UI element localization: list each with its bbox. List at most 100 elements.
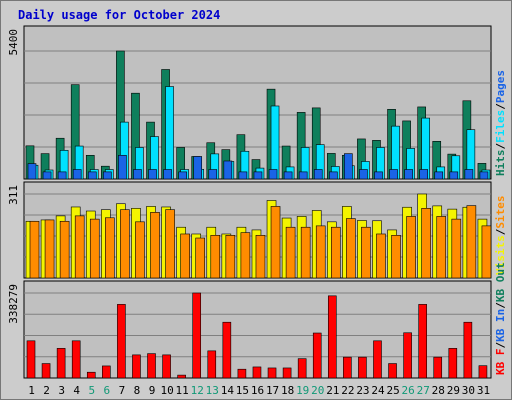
bar-sites-day-7 — [120, 209, 130, 279]
bar-kb-f-day-11 — [177, 374, 186, 379]
bar-sites-day-12 — [195, 237, 206, 279]
x-tick-label-day-23: 23 — [356, 384, 369, 397]
legend-entry: / — [494, 143, 507, 150]
legend-entry: Sites — [494, 196, 507, 229]
x-tick-label-day-24: 24 — [371, 384, 385, 397]
bar-kb-f-day-5 — [86, 371, 96, 379]
bar-pages-day-6 — [103, 171, 112, 180]
panel-kbf — [23, 280, 492, 379]
x-tick-label-day-28: 28 — [432, 384, 445, 397]
bar-kb-f-day-26 — [403, 332, 412, 379]
bar-kb-f-day-19 — [297, 358, 307, 379]
bar-kb-f-day-3 — [56, 348, 66, 379]
bar-sites-day-15 — [240, 232, 251, 279]
bar-kb-f-day-22 — [343, 356, 352, 379]
bar-pages-day-3 — [57, 171, 67, 180]
x-tick-label-day-31: 31 — [477, 384, 490, 397]
bar-sites-day-8 — [135, 221, 145, 279]
bar-pages-day-23 — [359, 169, 368, 180]
bar-kb-f-day-13 — [207, 350, 217, 379]
legend-entry: Files — [494, 110, 507, 143]
bar-kb-f-day-6 — [102, 365, 111, 379]
legend-entry: / — [494, 342, 507, 349]
x-tick-label-day-17: 17 — [266, 384, 279, 397]
bar-sites-day-17 — [270, 206, 281, 279]
x-tick-label-day-18: 18 — [281, 384, 294, 397]
x-tick-label-day-11: 11 — [176, 384, 189, 397]
bar-sites-day-10 — [165, 209, 175, 279]
bar-sites-day-28 — [436, 216, 447, 279]
bar-pages-day-8 — [133, 169, 142, 180]
legend-entry: KB F — [494, 349, 507, 376]
bar-kb-f-day-17 — [267, 367, 277, 379]
bar-kb-f-day-28 — [433, 356, 443, 379]
bar-kb-f-day-14 — [222, 321, 232, 379]
bar-kb-f-day-31 — [478, 365, 488, 379]
bar-sites-day-1 — [29, 220, 40, 279]
bar-pages-day-26 — [404, 169, 413, 180]
panel-visits-sites-ymax-label: 311 — [7, 185, 20, 205]
x-tick-label-day-5: 5 — [88, 384, 95, 397]
bar-pages-day-11 — [178, 171, 187, 180]
bar-pages-day-28 — [434, 171, 444, 180]
panel-visits-sites-legend: Visits/Sites — [494, 196, 507, 276]
bar-sites-day-25 — [391, 235, 401, 279]
bar-kb-f-day-23 — [358, 356, 367, 379]
x-tick-label-day-7: 7 — [119, 384, 126, 397]
x-tick-label-day-13: 13 — [206, 384, 219, 397]
x-tick-label-day-2: 2 — [43, 384, 50, 397]
bar-pages-day-17 — [268, 169, 278, 180]
bar-pages-day-15 — [238, 171, 248, 180]
bar-kb-f-day-24 — [373, 340, 382, 379]
bar-sites-day-11 — [180, 233, 190, 279]
panel-hits-files-pages-legend: Hits/Files/Pages — [494, 70, 507, 176]
legend-entry: KB Out — [494, 262, 507, 302]
bar-pages-day-9 — [148, 169, 157, 180]
x-tick-label-day-8: 8 — [134, 384, 141, 397]
bar-pages-day-27 — [419, 169, 428, 180]
x-tick-label-day-14: 14 — [221, 384, 235, 397]
x-tick-label-day-29: 29 — [447, 384, 460, 397]
bar-sites-day-14 — [225, 235, 236, 279]
bar-sites-day-31 — [481, 225, 492, 279]
bar-sites-day-18 — [285, 226, 296, 279]
bar-pages-day-12 — [193, 156, 203, 180]
x-tick-label-day-27: 27 — [417, 384, 430, 397]
bar-sites-day-30 — [466, 205, 477, 279]
bar-pages-day-10 — [163, 169, 172, 180]
legend-entry: KB In — [494, 309, 507, 342]
bar-sites-day-9 — [150, 212, 160, 279]
x-tick-label-day-1: 1 — [28, 384, 35, 397]
legend-entry: / — [494, 302, 507, 309]
bar-pages-day-5 — [87, 171, 97, 180]
x-tick-label-day-21: 21 — [326, 384, 339, 397]
bar-pages-day-24 — [374, 171, 383, 180]
bar-kb-f-day-16 — [252, 366, 262, 379]
legend-entry: Visits — [494, 235, 507, 275]
x-tick-label-day-26: 26 — [402, 384, 415, 397]
bar-sites-day-4 — [74, 215, 85, 279]
bar-sites-day-3 — [59, 220, 70, 279]
x-tick-label-day-15: 15 — [236, 384, 249, 397]
bar-kb-f-day-9 — [147, 353, 156, 379]
legend-entry: / — [494, 103, 507, 110]
x-tick-label-day-22: 22 — [341, 384, 354, 397]
bar-kb-f-day-10 — [162, 354, 171, 379]
bar-pages-day-21 — [328, 171, 338, 180]
panel-kbf-legend: KB F/KB In/KB Out — [494, 262, 507, 375]
bar-sites-day-5 — [89, 218, 100, 279]
x-tick-label-day-6: 6 — [104, 384, 111, 397]
x-tick-label-day-9: 9 — [149, 384, 156, 397]
bar-pages-day-25 — [389, 169, 398, 180]
bar-sites-day-22 — [346, 218, 356, 279]
bar-kb-f-day-27 — [418, 304, 427, 379]
x-tick-label-day-19: 19 — [296, 384, 309, 397]
bar-pages-day-7 — [118, 154, 127, 180]
x-tick-label-day-20: 20 — [311, 384, 324, 397]
bar-pages-day-2 — [42, 171, 52, 180]
bar-kb-f-day-1 — [26, 340, 36, 379]
bar-kb-f-day-29 — [448, 348, 458, 379]
bar-kb-f-day-12 — [192, 292, 202, 379]
bar-sites-day-13 — [210, 235, 221, 279]
